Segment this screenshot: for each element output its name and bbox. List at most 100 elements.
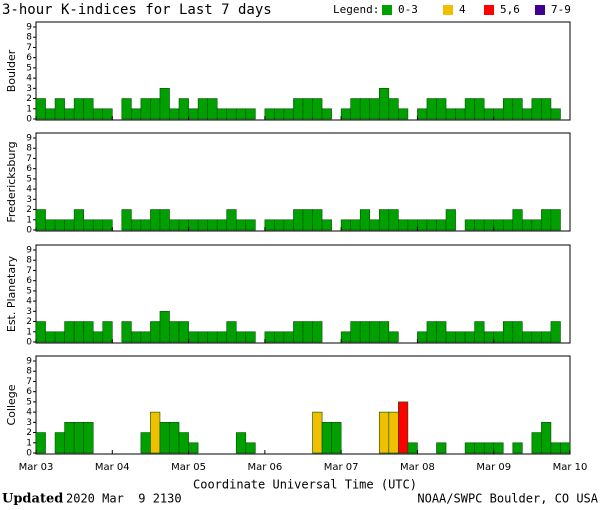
bar (83, 98, 94, 120)
bar (121, 321, 132, 343)
title: 3-hour K-indices for Last 7 days (2, 2, 272, 18)
bar (207, 219, 218, 231)
bar (150, 321, 161, 343)
y-tick-label: 0 (26, 338, 32, 348)
bar (522, 331, 533, 343)
bar (302, 321, 313, 343)
bar (445, 108, 456, 120)
x-tick-label: Mar 10 (553, 462, 588, 473)
bar (293, 209, 304, 231)
y-axis-label: Est. Planetary (5, 255, 18, 332)
bar (445, 331, 456, 343)
bar (312, 411, 323, 454)
bar (102, 219, 113, 231)
bar (436, 321, 447, 343)
legend-swatch (535, 5, 545, 15)
bar (245, 331, 256, 343)
y-tick-label: 6 (26, 276, 32, 286)
bar (92, 331, 104, 343)
y-tick-label: 8 (26, 367, 32, 377)
legend-title: Legend: (333, 3, 379, 16)
y-tick-label: 0 (26, 115, 32, 125)
bar (54, 331, 65, 343)
bar (73, 209, 84, 231)
bar (159, 209, 170, 231)
bar (207, 331, 218, 343)
bar (493, 219, 504, 231)
y-tick-label: 3 (26, 84, 32, 94)
bar (178, 321, 189, 343)
bar (378, 321, 390, 343)
bar (359, 209, 371, 231)
bar (312, 209, 323, 231)
updated-label: Updated (2, 492, 63, 507)
bar (541, 422, 552, 454)
bar (378, 209, 390, 231)
bar (283, 108, 294, 120)
bar (350, 219, 361, 231)
bar (512, 209, 523, 231)
legend-swatch (382, 5, 392, 15)
bar (502, 321, 514, 343)
bar (283, 219, 294, 231)
bar (293, 98, 304, 120)
bar (264, 331, 275, 343)
y-tick-label: 1 (26, 327, 32, 337)
y-tick-label: 9 (26, 357, 32, 367)
bar (140, 331, 151, 343)
bar (312, 321, 323, 343)
bar (550, 321, 561, 343)
bar (474, 442, 485, 454)
bar (474, 98, 485, 120)
bar (312, 98, 323, 120)
bar (92, 108, 104, 120)
bar (226, 209, 237, 231)
bar (474, 219, 485, 231)
bar (398, 219, 409, 231)
bar (541, 331, 552, 343)
bar (54, 219, 65, 231)
y-axis-label: Fredericksburg (5, 141, 18, 222)
bar (45, 108, 56, 120)
bar (417, 331, 428, 343)
bar (178, 219, 189, 231)
bar (483, 108, 495, 120)
bar (35, 321, 46, 343)
bar (245, 108, 256, 120)
bar (407, 219, 418, 231)
x-tick-label: Mar 03 (19, 462, 54, 473)
y-tick-label: 3 (26, 418, 32, 428)
y-tick-label: 2 (26, 428, 32, 438)
bar (522, 108, 533, 120)
bar (188, 108, 199, 120)
bar (235, 432, 247, 454)
y-tick-label: 7 (26, 377, 32, 387)
bar (340, 331, 351, 343)
bar (274, 219, 285, 231)
bar (54, 432, 65, 454)
bar (45, 219, 56, 231)
y-tick-label: 8 (26, 144, 32, 154)
bar (35, 432, 46, 454)
y-tick-label: 4 (26, 297, 32, 307)
legend-label: 7-9 (551, 3, 571, 16)
y-tick-label: 6 (26, 164, 32, 174)
y-tick-label: 5 (26, 397, 32, 407)
bar (321, 219, 332, 231)
bar (102, 108, 113, 120)
bar (54, 98, 65, 120)
y-tick-label: 4 (26, 74, 32, 84)
panel-frame (35, 355, 571, 455)
bar (188, 219, 199, 231)
bar (235, 219, 247, 231)
legend-label: 4 (459, 3, 466, 16)
bar (407, 442, 418, 454)
bar (541, 209, 552, 231)
bar (235, 331, 247, 343)
bar (64, 108, 75, 120)
bar (455, 331, 466, 343)
y-tick-label: 6 (26, 387, 32, 397)
x-tick-label: Mar 08 (400, 462, 435, 473)
bar (512, 98, 523, 120)
bar (340, 108, 351, 120)
